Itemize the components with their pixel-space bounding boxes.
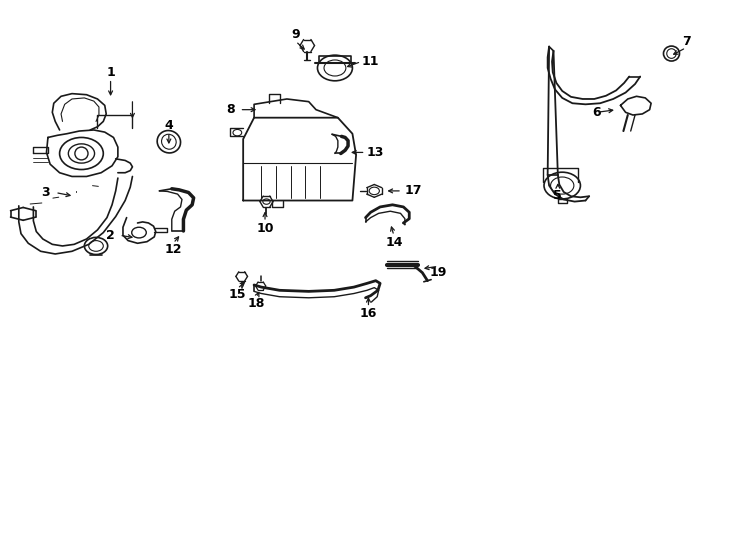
Text: 4: 4 (164, 119, 173, 132)
Text: 8: 8 (227, 103, 235, 116)
Text: 11: 11 (362, 55, 379, 68)
Text: 17: 17 (404, 184, 421, 198)
Text: 13: 13 (367, 146, 385, 159)
Text: 9: 9 (291, 28, 300, 42)
Text: 12: 12 (164, 243, 182, 256)
Text: 6: 6 (592, 106, 600, 119)
Text: 18: 18 (247, 296, 265, 309)
Text: 1: 1 (106, 66, 115, 79)
Text: 5: 5 (553, 188, 562, 201)
Text: 16: 16 (360, 307, 377, 320)
Text: 3: 3 (40, 186, 49, 199)
Text: 14: 14 (385, 235, 403, 249)
Text: 2: 2 (106, 229, 115, 242)
Text: 10: 10 (256, 222, 274, 235)
Text: 7: 7 (682, 35, 691, 48)
Text: 15: 15 (228, 287, 246, 301)
Text: 19: 19 (429, 266, 447, 279)
